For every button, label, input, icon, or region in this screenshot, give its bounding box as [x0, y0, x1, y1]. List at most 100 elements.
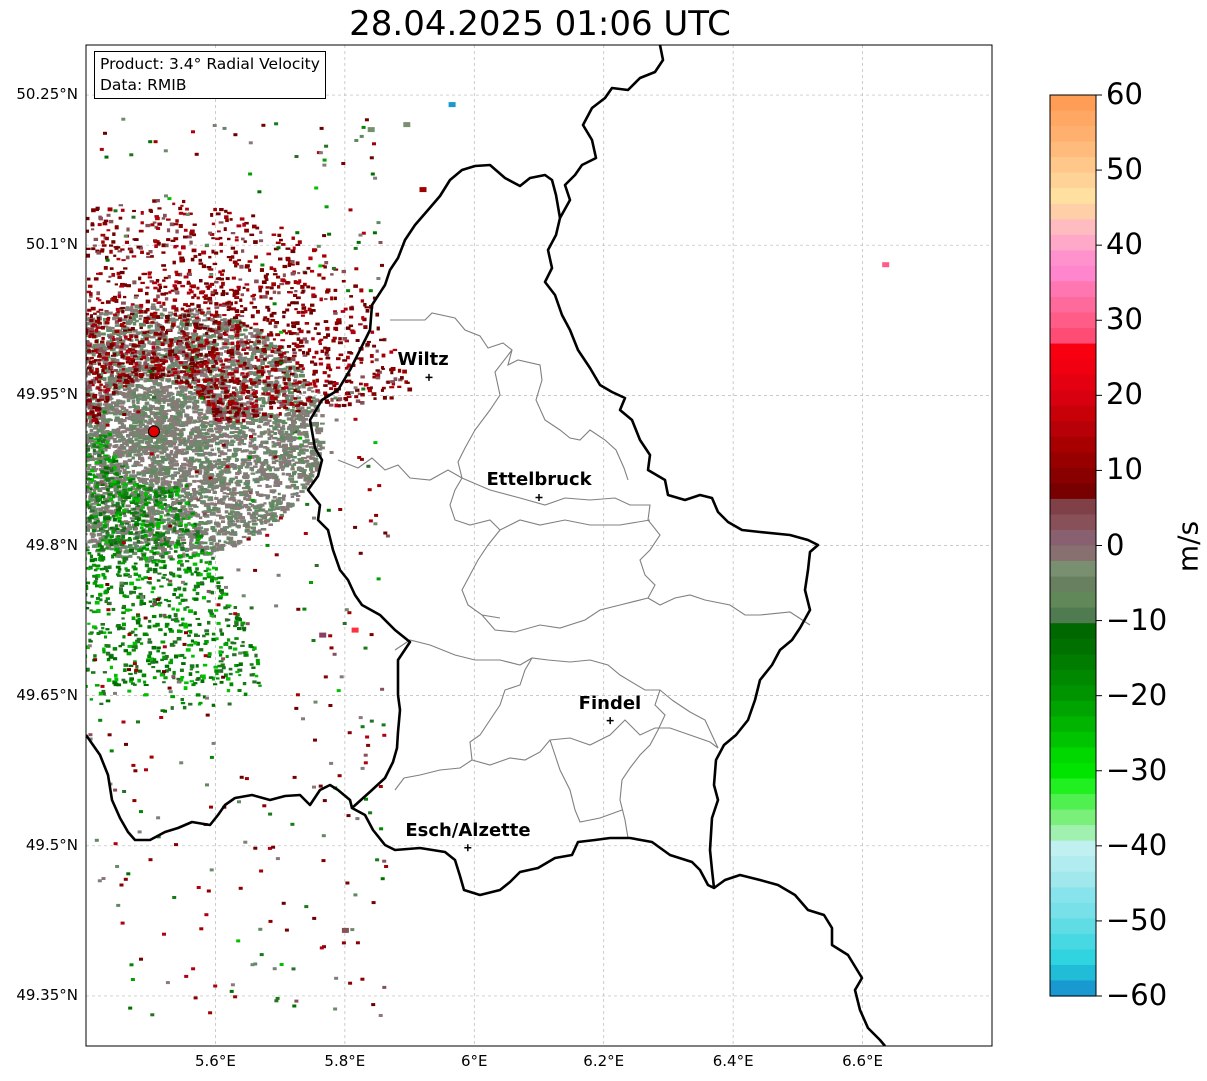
- radar-echo-pixel: [103, 497, 108, 501]
- radar-echo-pixel: [195, 474, 199, 478]
- radar-echo-pixel: [61, 504, 65, 508]
- radar-echo-pixel: [2, 439, 5, 443]
- radar-echo-pixel: [265, 484, 269, 488]
- radar-echo-pixel: [88, 425, 93, 428]
- radar-echo-pixel: [86, 373, 88, 377]
- radar-echo-pixel: [101, 343, 106, 347]
- radar-echo-pixel: [128, 410, 132, 415]
- radar-echo-pixel: [140, 500, 147, 504]
- radar-echo-pixel: [147, 415, 151, 419]
- radar-echo-pixel: [76, 499, 82, 501]
- radar-echo-pixel: [174, 318, 179, 321]
- radar-echo-pixel: [65, 335, 69, 338]
- radar-echo-pixel: [101, 506, 107, 510]
- radar-echo-pixel: [29, 407, 33, 411]
- radar-echo-pixel: [190, 445, 194, 449]
- radar-echo-pixel: [139, 423, 145, 427]
- radar-echo-pixel: [58, 453, 62, 456]
- radar-echo-pixel: [154, 343, 161, 346]
- radar-echo-pixel: [120, 375, 127, 379]
- radar-echo-pixel: [203, 481, 209, 485]
- radar-echo-pixel: [138, 394, 143, 398]
- radar-echo-pixel: [223, 346, 228, 349]
- radar-echo-pixel: [309, 446, 314, 449]
- radar-echo-pixel: [179, 348, 186, 352]
- radar-echo-pixel: [264, 335, 270, 340]
- radar-echo-pixel: [73, 368, 77, 371]
- radar-echo-pixel: [168, 370, 174, 374]
- radar-echo-pixel: [142, 469, 149, 472]
- radar-echo-pixel: [25, 467, 30, 470]
- radar-echo-pixel: [47, 464, 52, 467]
- radar-echo-pixel: [254, 384, 259, 388]
- radar-echo-pixel: [200, 434, 205, 437]
- radar-echo-pixel: [232, 531, 238, 535]
- radar-echo-pixel: [134, 488, 141, 491]
- radar-echo-pixel: [67, 499, 70, 501]
- radar-echo-pixel: [127, 525, 134, 529]
- radar-echo-pixel: [0, 433, 2, 437]
- radar-echo-pixel: [46, 420, 50, 424]
- radar-echo-pixel: [263, 459, 268, 462]
- radar-echo-pixel: [0, 469, 2, 472]
- radar-echo-pixel: [40, 411, 44, 415]
- radar-echo-pixel: [37, 443, 42, 446]
- radar-echo-pixel: [17, 503, 22, 507]
- radar-echo-pixel: [188, 483, 193, 486]
- radar-echo-pixel: [17, 471, 22, 475]
- radar-echo-pixel: [140, 552, 147, 555]
- radar-echo-pixel: [259, 475, 263, 480]
- radar-echo-pixel: [70, 355, 76, 359]
- radar-echo-pixel: [197, 445, 203, 450]
- radar-echo-pixel: [135, 331, 141, 336]
- radar-echo-pixel: [140, 458, 145, 463]
- radar-echo-pixel: [280, 506, 286, 509]
- radar-echo-pixel: [180, 514, 185, 518]
- radar-echo-pixel: [21, 420, 26, 424]
- radar-echo-pixel: [183, 423, 189, 427]
- radar-echo-pixel: [79, 477, 83, 481]
- radar-echo-pixel: [70, 496, 74, 498]
- radar-echo-pixel: [258, 374, 264, 378]
- radar-echo-pixel: [14, 438, 19, 441]
- radar-echo-pixel: [235, 503, 241, 507]
- radar-echo-pixel: [51, 452, 57, 454]
- radar-echo-pixel: [149, 555, 155, 560]
- radar-echo-pixel: [230, 425, 237, 429]
- radar-echo-pixel: [193, 443, 200, 447]
- radar-echo-pixel: [163, 413, 168, 416]
- radar-echo-pixel: [211, 438, 217, 442]
- radar-echo-pixel: [13, 474, 19, 478]
- radar-echo-pixel: [49, 364, 53, 368]
- radar-echo-pixel: [92, 480, 97, 483]
- radar-echo-pixel: [37, 471, 42, 475]
- radar-echo-pixel: [235, 480, 242, 483]
- radar-echo-pixel: [70, 477, 73, 479]
- radar-echo-pixel: [4, 452, 8, 456]
- radar-echo-pixel: [206, 381, 212, 385]
- radar-echo-pixel: [296, 430, 301, 433]
- radar-echo-pixel: [132, 551, 138, 556]
- radar-echo-pixel: [136, 424, 140, 427]
- radar-echo-pixel: [64, 382, 68, 385]
- radar-echo-pixel: [53, 382, 58, 384]
- radar-echo-pixel: [290, 484, 295, 488]
- radar-echo-pixel: [11, 440, 16, 442]
- radar-echo-pixel: [103, 360, 109, 363]
- radar-echo-pixel: [300, 451, 306, 455]
- radar-echo-pixel: [4, 375, 8, 378]
- radar-echo-pixel: [218, 529, 223, 533]
- radar-echo-pixel: [176, 325, 180, 329]
- radar-echo-pixel: [65, 335, 69, 338]
- radar-echo-pixel: [288, 451, 294, 454]
- radar-echo-pixel: [90, 507, 95, 511]
- radar-echo-pixel: [241, 486, 247, 490]
- radar-echo-pixel: [276, 441, 282, 446]
- radar-echo-pixel: [53, 446, 59, 450]
- radar-echo-pixel: [233, 320, 237, 323]
- radar-echo-pixel: [0, 464, 3, 467]
- radar-echo-pixel: [272, 358, 278, 361]
- radar-echo-pixel: [290, 414, 294, 419]
- radar-echo-pixel: [138, 322, 145, 327]
- radar-echo-pixel: [237, 516, 243, 520]
